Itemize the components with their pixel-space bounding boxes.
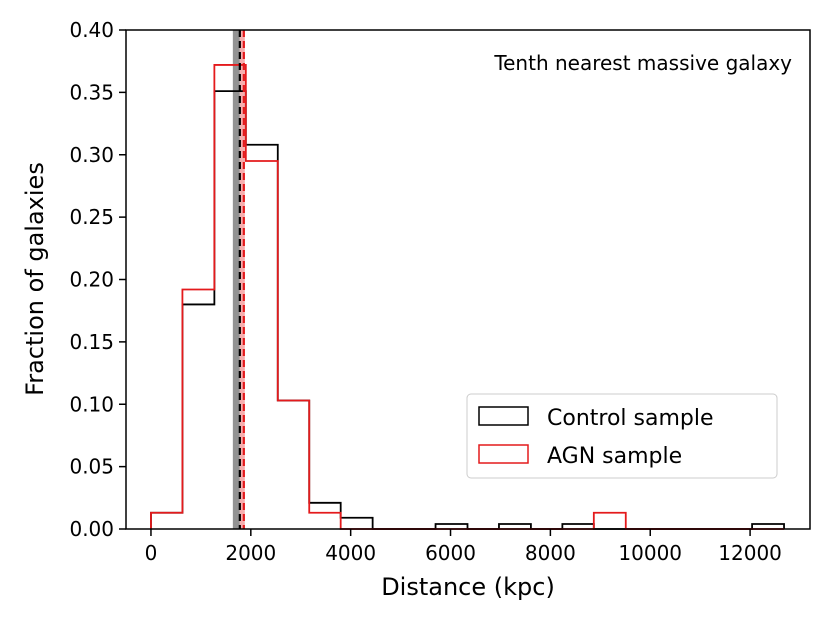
x-tick-label: 8000 <box>525 541 576 565</box>
x-tick-label: 10000 <box>618 541 682 565</box>
x-axis-label: Distance (kpc) <box>381 573 555 601</box>
y-tick-label: 0.15 <box>69 330 114 354</box>
x-tick-label: 6000 <box>425 541 476 565</box>
agn-median-uncertainty-band <box>239 30 245 529</box>
y-axis-label: Fraction of galaxies <box>21 162 49 396</box>
control-median-uncertainty-band <box>232 30 240 529</box>
legend-label-control: Control sample <box>547 406 714 431</box>
x-tick-label: 2000 <box>225 541 276 565</box>
legend-swatch-agn <box>478 444 529 464</box>
legend-label-agn: AGN sample <box>547 444 682 469</box>
x-axis-ticks: 0 2000 4000 6000 8000 10000 12000 <box>145 529 782 565</box>
x-tick-label: 4000 <box>325 541 376 565</box>
x-tick-label: 12000 <box>718 541 782 565</box>
y-tick-label: 0.25 <box>69 205 114 229</box>
legend-swatch-control <box>478 406 529 426</box>
y-tick-label: 0.10 <box>69 392 114 416</box>
legend: Control sample AGN sample <box>466 393 778 479</box>
y-tick-label: 0.30 <box>69 143 114 167</box>
y-tick-label: 0.05 <box>69 455 114 479</box>
y-tick-label: 0.20 <box>69 268 114 292</box>
legend-box <box>466 393 778 479</box>
y-axis-ticks: 0.00 0.05 0.10 0.15 0.20 0.25 0.30 0.35 0.40 <box>69 18 126 541</box>
chart-annotation: Tenth nearest massive galaxy <box>493 51 792 75</box>
y-tick-label: 0.35 <box>69 80 114 104</box>
y-tick-label: 0.40 <box>69 18 114 42</box>
y-tick-label: 0.00 <box>69 517 114 541</box>
x-tick-label: 0 <box>145 541 158 565</box>
